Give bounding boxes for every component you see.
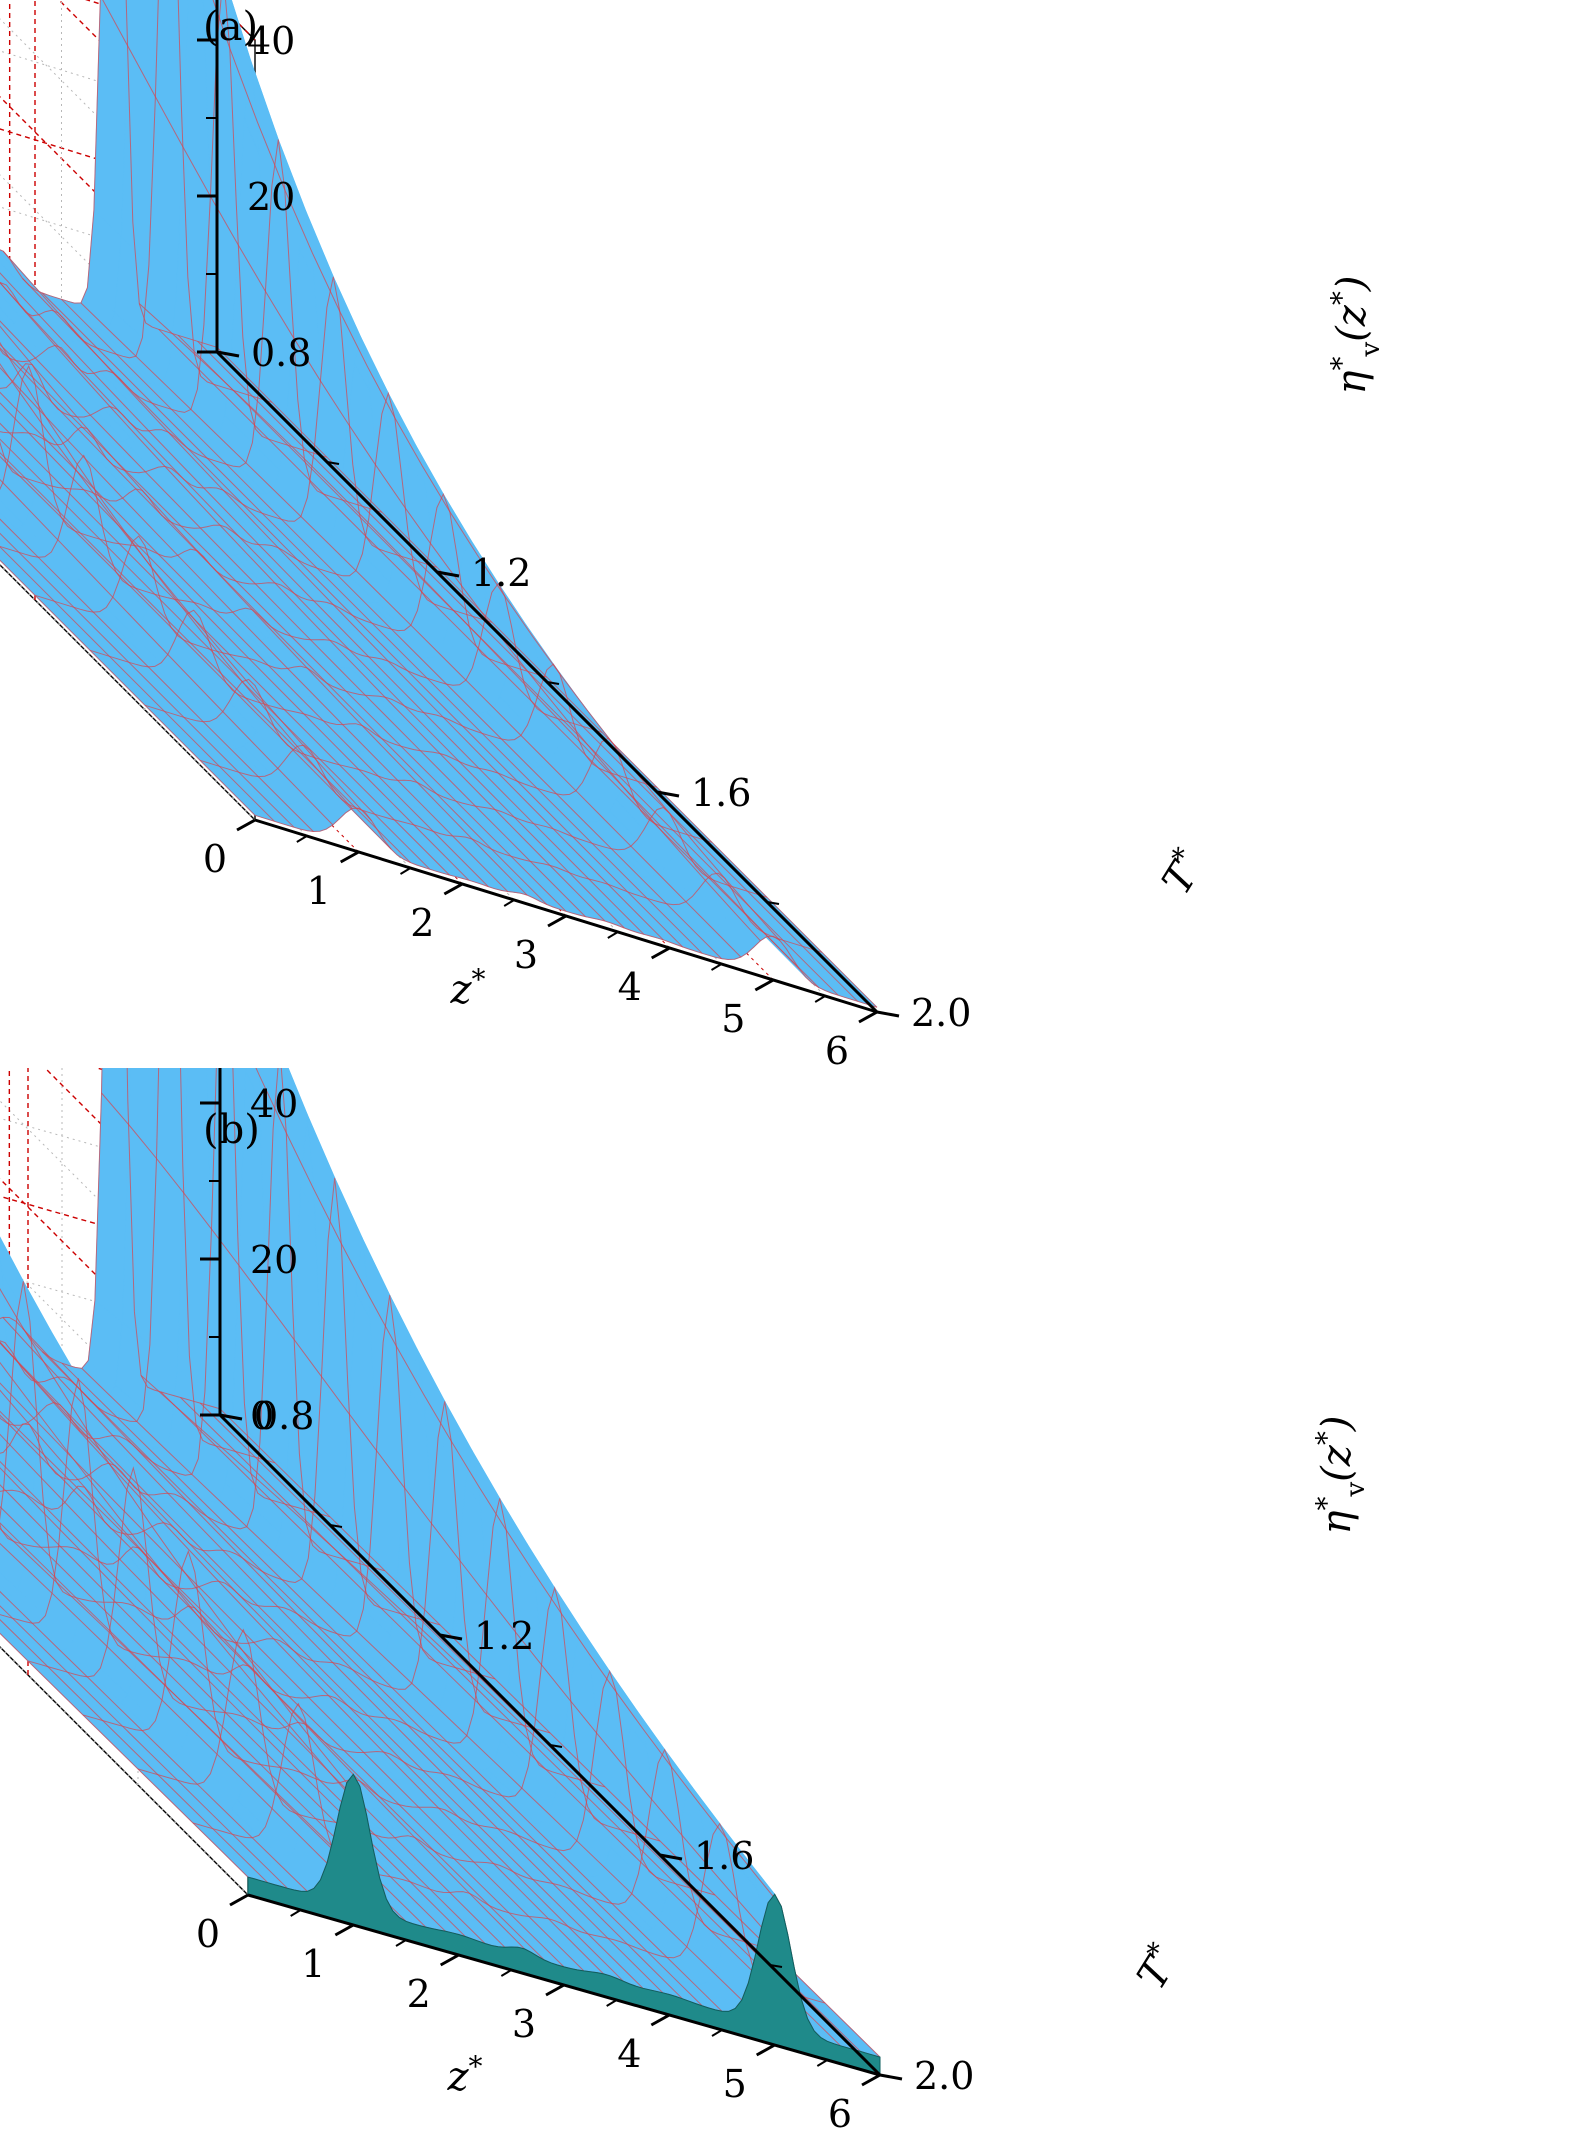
x-tick-label: 0 <box>196 1912 220 1956</box>
x-minor-tick <box>712 2030 722 2036</box>
y-tick-label: 0.8 <box>251 331 311 375</box>
panel-a: 01234560.81.21.62.020406080100z*T*η*v(z*… <box>0 0 1386 1073</box>
x-axis-title: z* <box>446 2050 482 2100</box>
y-tick-label: 1.6 <box>694 1834 754 1878</box>
x-tick <box>859 1012 877 1022</box>
z-tick-label: 20 <box>250 1238 298 1282</box>
panel-label: (b) <box>203 1107 260 1153</box>
x-tick-label: 2 <box>407 1972 431 2016</box>
x-tick-label: 0 <box>203 837 227 881</box>
y-tick-label: 1.2 <box>474 1614 534 1658</box>
x-tick <box>652 948 670 958</box>
y-tick-label: 2.0 <box>914 2054 974 2098</box>
x-tick <box>862 2075 880 2085</box>
x-minor-tick <box>297 836 307 842</box>
x-tick-label: 3 <box>512 2002 536 2046</box>
x-tick <box>651 2015 669 2025</box>
z-tick-label: 20 <box>247 175 295 219</box>
y-axis-title: T* <box>1150 842 1214 903</box>
x-tick-label: 6 <box>825 1029 849 1073</box>
surface-patch <box>102 741 136 1125</box>
x-tick <box>757 2045 775 2055</box>
y-tick <box>880 2075 902 2079</box>
y-tick-label: 1.2 <box>471 551 531 595</box>
x-tick-label: 4 <box>617 2032 641 2076</box>
x-tick <box>341 852 359 862</box>
z-axis-title: η*v(z*) <box>1325 276 1386 395</box>
surface-patch <box>225 901 259 1075</box>
x-tick <box>755 980 773 990</box>
x-tick <box>444 884 462 894</box>
x-tick-label: 4 <box>618 965 642 1009</box>
x-minor-tick <box>607 2000 617 2006</box>
x-minor-tick <box>817 2060 827 2066</box>
x-minor-tick <box>291 1910 301 1916</box>
x-tick-label: 3 <box>514 933 538 977</box>
z-tick-label: 60 <box>250 926 298 970</box>
x-tick <box>335 1925 353 1935</box>
x-tick-label: 1 <box>301 1942 325 1986</box>
x-minor-tick <box>396 1940 406 1946</box>
x-minor-tick <box>504 900 514 906</box>
x-minor-tick <box>608 932 618 938</box>
x-tick <box>548 916 566 926</box>
panel-label: (a) <box>203 4 258 50</box>
x-tick-label: 2 <box>410 901 434 945</box>
y-tick-label: 1.6 <box>691 771 751 815</box>
grid-line <box>0 845 220 1025</box>
y-axis-title: T* <box>1125 1937 1189 1998</box>
x-tick <box>230 1895 248 1905</box>
x-tick-label: 6 <box>828 2092 852 2136</box>
surface-patch <box>218 901 252 1071</box>
z-axis-title: η*v(z*) <box>1310 1416 1371 1535</box>
x-axis-title: z* <box>449 963 485 1013</box>
x-tick-label: 5 <box>723 2062 747 2106</box>
x-minor-tick <box>815 996 825 1002</box>
x-minor-tick <box>401 868 411 874</box>
x-tick-label: 5 <box>721 997 745 1041</box>
y-tick-label: 2.0 <box>911 991 971 1035</box>
x-tick <box>546 1985 564 1995</box>
x-tick <box>237 820 255 830</box>
surface-patch <box>170 734 204 949</box>
surface-patch <box>163 734 197 946</box>
z-tick-label: 0 <box>250 1394 274 1438</box>
x-minor-tick <box>501 1970 511 1976</box>
y-tick <box>877 1012 899 1016</box>
x-tick <box>441 1955 459 1965</box>
x-minor-tick <box>712 964 722 970</box>
x-tick-label: 1 <box>307 869 331 913</box>
grid-line <box>0 767 220 947</box>
